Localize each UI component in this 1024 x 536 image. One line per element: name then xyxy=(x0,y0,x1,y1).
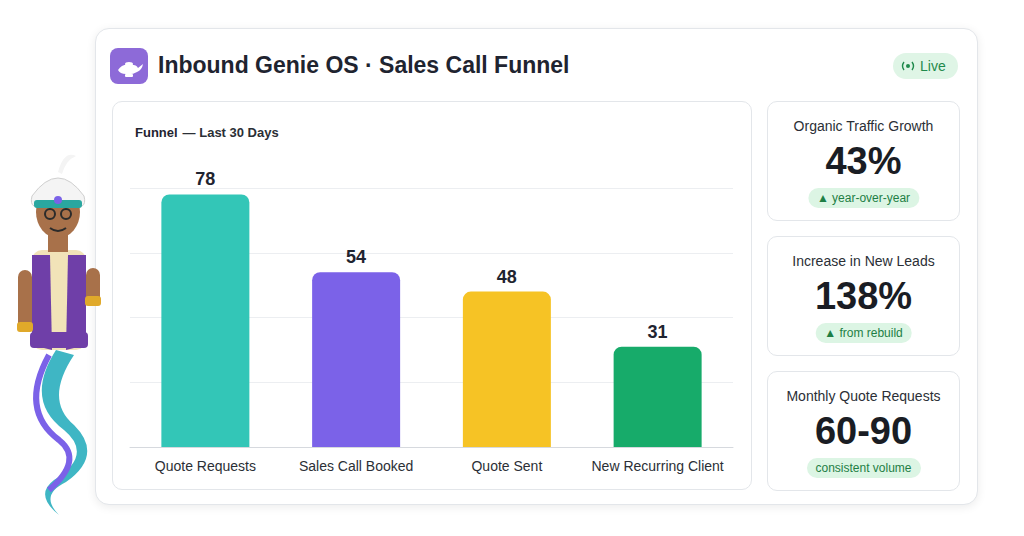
svg-text:— Last 30 Days: — Last 30 Days xyxy=(183,125,279,140)
html-text:Inbound Genie OS · Sales Call: Inbound Genie OS · Sales Call Funnel xyxy=(158,52,570,78)
svg-text:31: 31 xyxy=(648,322,668,342)
html-text:138%: 138% xyxy=(814,275,913,317)
svg-text:Quote Requests: Quote Requests xyxy=(155,458,256,474)
html-text:consistent volume: consistent volume xyxy=(815,461,912,475)
html-text:▲ year-over-year: ▲ year-over-year xyxy=(816,191,911,205)
svg-text:New Recurring Client: New Recurring Client xyxy=(591,458,723,474)
html-text:Live: Live xyxy=(920,58,946,74)
svg-text:48: 48 xyxy=(497,267,517,287)
html-text:Increase in New Leads: Increase in New Leads xyxy=(792,253,935,269)
svg-text:78: 78 xyxy=(195,169,215,189)
html-text:Monthly Quote Requests: Monthly Quote Requests xyxy=(786,388,941,404)
svg-text:54: 54 xyxy=(346,247,366,267)
svg-text:Quote Sent: Quote Sent xyxy=(471,458,542,474)
html-text:43%: 43% xyxy=(825,140,902,182)
html-text:▲ from rebuild: ▲ from rebuild xyxy=(824,326,903,340)
html-text:Organic Traffic Growth: Organic Traffic Growth xyxy=(793,118,934,134)
html-text:60-90: 60-90 xyxy=(814,410,913,452)
svg-text:Funnel: Funnel xyxy=(135,125,178,140)
svg-text:Sales Call Booked: Sales Call Booked xyxy=(299,458,413,474)
